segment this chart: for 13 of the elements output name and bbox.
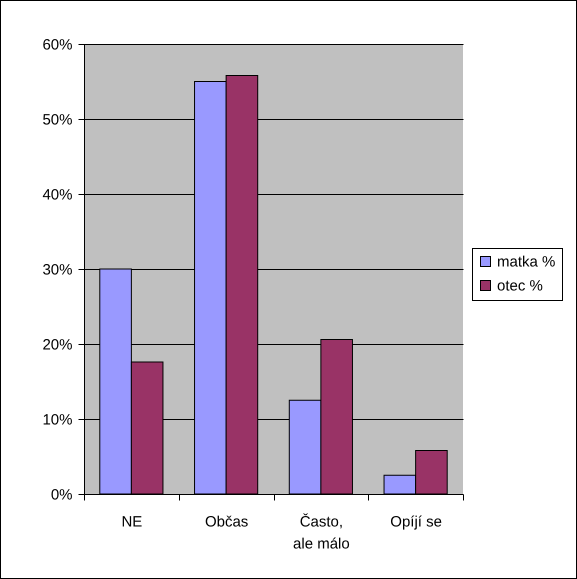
legend-label: matka % <box>497 254 556 270</box>
x-tick-label: Opíjí se <box>390 514 442 530</box>
y-tick-label: 0% <box>50 486 72 504</box>
x-tick-label: Občas <box>204 514 248 530</box>
y-tick-label: 30% <box>42 262 72 278</box>
y-tick-label: 20% <box>42 336 72 354</box>
y-tick-label: 40% <box>42 186 72 204</box>
y-tick-label: 10% <box>42 412 72 428</box>
y-tick-label: 60% <box>42 36 72 54</box>
y-tick-label: 50% <box>42 112 72 128</box>
legend-label: otec % <box>497 278 543 294</box>
x-tick-label: Často, ale málo <box>293 512 350 552</box>
x-tick-label: NE <box>121 514 142 530</box>
